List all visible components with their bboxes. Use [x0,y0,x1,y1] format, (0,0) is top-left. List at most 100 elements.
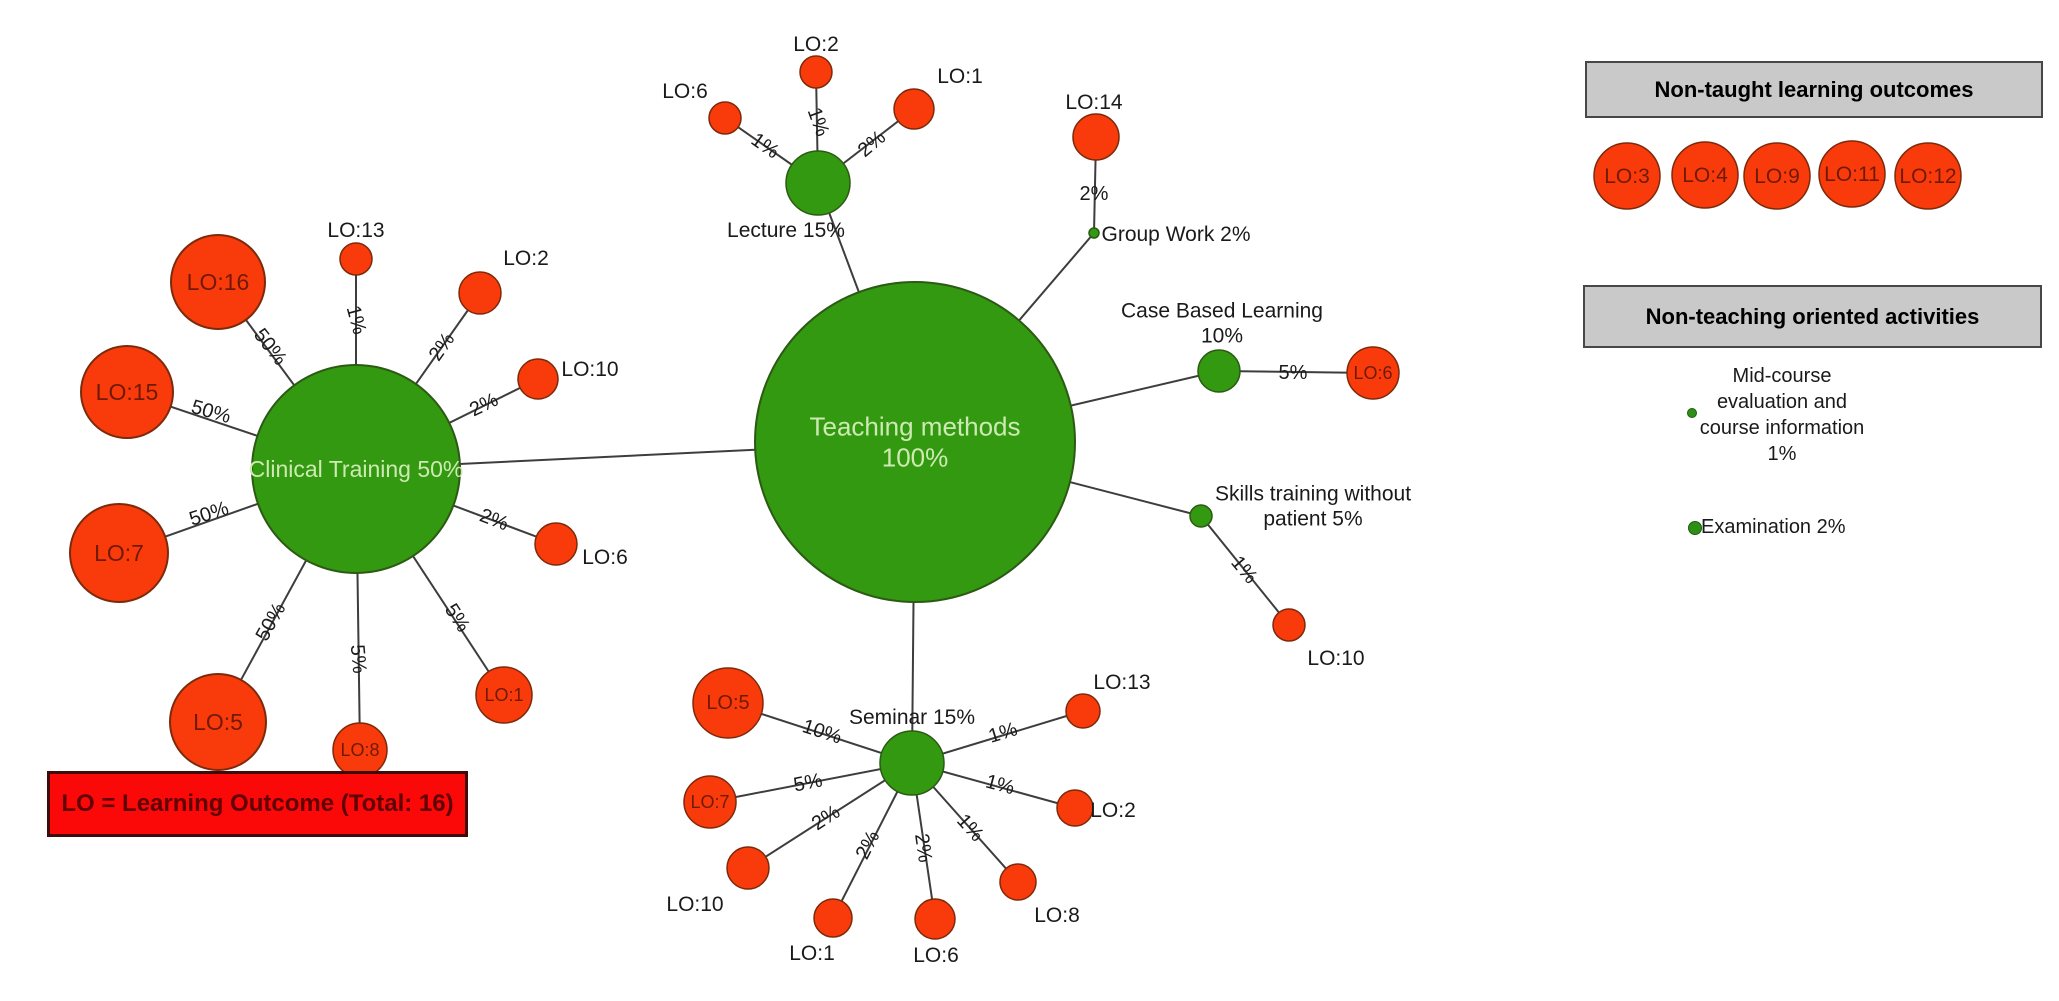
edge-percent-label-seminar-seminar-lo13: 1% [986,718,1020,748]
mid-course-activity-label: Mid-course evaluation and course informa… [1652,363,1912,467]
node-label-lecture-lo6: LO:6 [662,80,708,103]
node-clinical-lo10 [517,358,559,400]
node-label-clinical-lo5: LO:5 [193,709,243,735]
node-label-cbl-lo6: LO:6 [1353,363,1392,383]
node-label-clinical-lo13: LO:13 [327,219,384,242]
node-label-clinical-training: Clinical Training 50% [249,456,464,482]
edge-percent-label-seminar-seminar-lo5: 10% [800,715,845,748]
edge-percent-label-seminar-seminar-lo6: 2% [910,832,936,864]
node-clinical-lo13 [339,242,373,276]
node-group-work [1088,227,1100,239]
node-non-taught-lo4 [1671,141,1739,209]
node-seminar-lo1 [813,898,853,938]
node-non-taught-lo12 [1894,142,1962,210]
node-label-clinical-lo2: LO:2 [503,247,549,270]
node-clinical-lo5 [169,673,267,771]
node-label-case-based-learning: Case Based Learning 10% [1121,299,1323,347]
node-label-seminar-lo7: LO:7 [690,792,729,812]
edge-skills-training-skills-lo10 [1200,515,1290,626]
node-label-clinical-lo6: LO:6 [582,546,628,569]
node-clinical-lo7 [69,503,169,603]
non-teaching-panel-label: Non-teaching oriented activities [1645,303,1980,329]
node-label-lecture-lo2: LO:2 [793,33,839,56]
node-seminar-lo7 [683,775,737,829]
non-taught-panel-label: Non-taught learning outcomes [1654,76,1974,102]
edge-percent-label-skills-training-skills-lo10: 1% [1226,552,1262,588]
edge-percent-label-clinical-training-clinical-lo2: 2% [425,329,460,365]
node-label-seminar-lo2: LO:2 [1090,799,1136,822]
node-clinical-training [251,364,461,574]
node-teaching-methods [754,281,1076,603]
edge-percent-label-clinical-training-clinical-lo13: 1% [342,303,371,337]
node-label-group-work: Group Work 2% [1102,223,1251,246]
non-teaching-panel-title: Non-teaching oriented activities [1583,285,2042,348]
node-label-teaching-methods: Teaching methods 100% [809,412,1020,473]
edge-percent-label-clinical-training-clinical-lo15: 50% [189,396,234,428]
legend-note-box: LO = Learning Outcome (Total: 16) [47,771,468,837]
node-label-seminar: Seminar 15% [849,706,975,729]
node-seminar-lo6 [914,898,956,940]
node-label-non-taught-lo4: LO:4 [1682,164,1728,187]
edge-percent-label-clinical-training-clinical-lo8: 5% [346,644,370,675]
edge-percent-label-seminar-seminar-lo1: 2% [852,827,885,863]
node-non-taught-lo11 [1818,140,1886,208]
node-label-group-work-lo14: LO:14 [1065,91,1123,114]
examination-dot-node [1688,521,1702,535]
node-non-taught-lo9 [1743,142,1811,210]
node-seminar [879,730,945,796]
node-seminar-lo5 [692,667,764,739]
node-label-seminar-lo6: LO:6 [913,944,959,967]
node-clinical-lo2 [458,271,502,315]
node-label-seminar-lo10: LO:10 [666,893,723,916]
mid-course-label-line: course information [1699,417,1865,439]
edge-percent-label-seminar-seminar-lo10: 2% [808,801,844,835]
edge-percent-label-clinical-training-clinical-lo6: 2% [477,505,512,536]
node-label-non-taught-lo3: LO:3 [1604,165,1650,188]
edge-seminar-seminar-lo7 [709,762,913,803]
node-clinical-lo6 [534,522,578,566]
examination-activity-label: Examination 2% [1701,516,1846,538]
node-label-clinical-lo16: LO:16 [187,269,250,295]
node-non-taught-lo3 [1593,142,1661,210]
node-lecture-lo1 [893,88,935,130]
mid-course-label-line: 1% [1767,443,1797,465]
node-case-based-learning [1197,349,1241,393]
node-label-skills-lo10: LO:10 [1307,647,1364,670]
mid-course-label-line: evaluation and [1716,391,1848,413]
node-label-seminar-lo13: LO:13 [1093,671,1150,694]
mid-course-dot-node [1687,408,1697,418]
node-label-non-taught-lo9: LO:9 [1754,165,1800,188]
node-label-clinical-lo1: LO:1 [484,685,523,705]
node-label-clinical-lo8: LO:8 [340,740,379,760]
node-label-lecture: Lecture 15% [727,219,845,242]
node-lecture-lo2 [799,55,833,89]
edge-percent-label-clinical-training-clinical-lo10: 2% [466,389,502,422]
node-lecture [785,150,851,216]
node-clinical-lo15 [80,345,174,439]
node-label-non-taught-lo11: LO:11 [1824,163,1880,186]
node-seminar-lo13 [1065,693,1101,729]
node-label-lecture-lo1: LO:1 [937,65,983,88]
edge-percent-label-lecture-lecture-lo6: 1% [747,129,783,164]
node-label-clinical-lo15: LO:15 [96,379,159,405]
non-taught-panel-title: Non-taught learning outcomes [1585,61,2043,118]
node-clinical-lo1 [475,666,533,724]
edge-percent-label-case-based-learning-cbl-lo6: 5% [1279,362,1308,384]
node-label-clinical-lo10: LO:10 [561,358,618,381]
node-skills-lo10 [1272,608,1306,642]
node-label-non-taught-lo12: LO:12 [1899,165,1956,188]
edge-percent-label-seminar-seminar-lo7: 5% [792,769,825,796]
node-cbl-lo6 [1346,346,1400,400]
edge-percent-label-seminar-seminar-lo2: 1% [983,771,1017,800]
edge-percent-label-clinical-training-clinical-lo7: 50% [187,497,232,530]
node-clinical-lo16 [170,234,266,330]
edge-percent-label-lecture-lecture-lo2: 1% [803,105,834,140]
node-skills-training [1189,504,1213,528]
node-label-clinical-lo7: LO:7 [94,540,144,566]
node-label-seminar-lo1: LO:1 [789,942,835,965]
node-lecture-lo6 [708,101,742,135]
legend-note-text: LO = Learning Outcome (Total: 16) [61,790,454,817]
edge-percent-label-clinical-training-clinical-lo5: 50% [252,599,291,645]
node-seminar-lo2 [1056,789,1094,827]
